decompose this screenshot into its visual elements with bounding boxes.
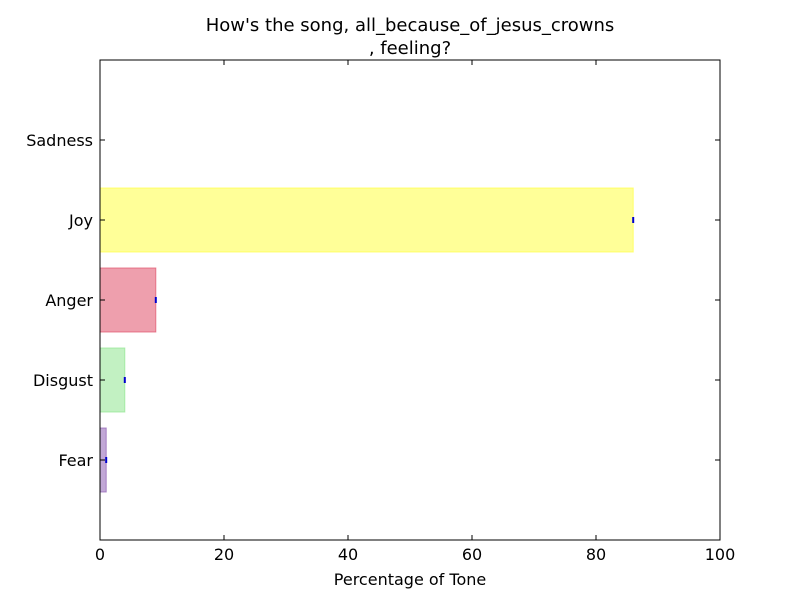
ticks-layer: Fear Disgust Anger Joy Sadness 0 20 40 60 80 100 [26, 60, 735, 564]
bars-layer [99, 187, 635, 493]
y-tick-label-anger: Anger [45, 291, 93, 310]
bar-joy [99, 187, 634, 253]
x-tick-label-20: 20 [214, 545, 234, 564]
plot-frame [99, 59, 721, 541]
bar-anger [99, 267, 157, 333]
y-tick-label-sadness: Sadness [26, 131, 93, 150]
y-tick-label-fear: Fear [58, 451, 93, 470]
x-tick-label-40: 40 [338, 545, 358, 564]
y-tick-label-joy: Joy [68, 211, 93, 230]
x-axis-label: Percentage of Tone [334, 570, 486, 589]
x-tick-label-60: 60 [462, 545, 482, 564]
x-tick-label-0: 0 [95, 545, 105, 564]
x-tick-label-80: 80 [586, 545, 606, 564]
x-tick-label-100: 100 [705, 545, 736, 564]
chart-title-line-2: , feeling? [369, 38, 451, 59]
y-tick-label-disgust: Disgust [33, 371, 93, 390]
chart-title-line-1: How's the song, all_because_of_jesus_cro… [206, 15, 615, 36]
